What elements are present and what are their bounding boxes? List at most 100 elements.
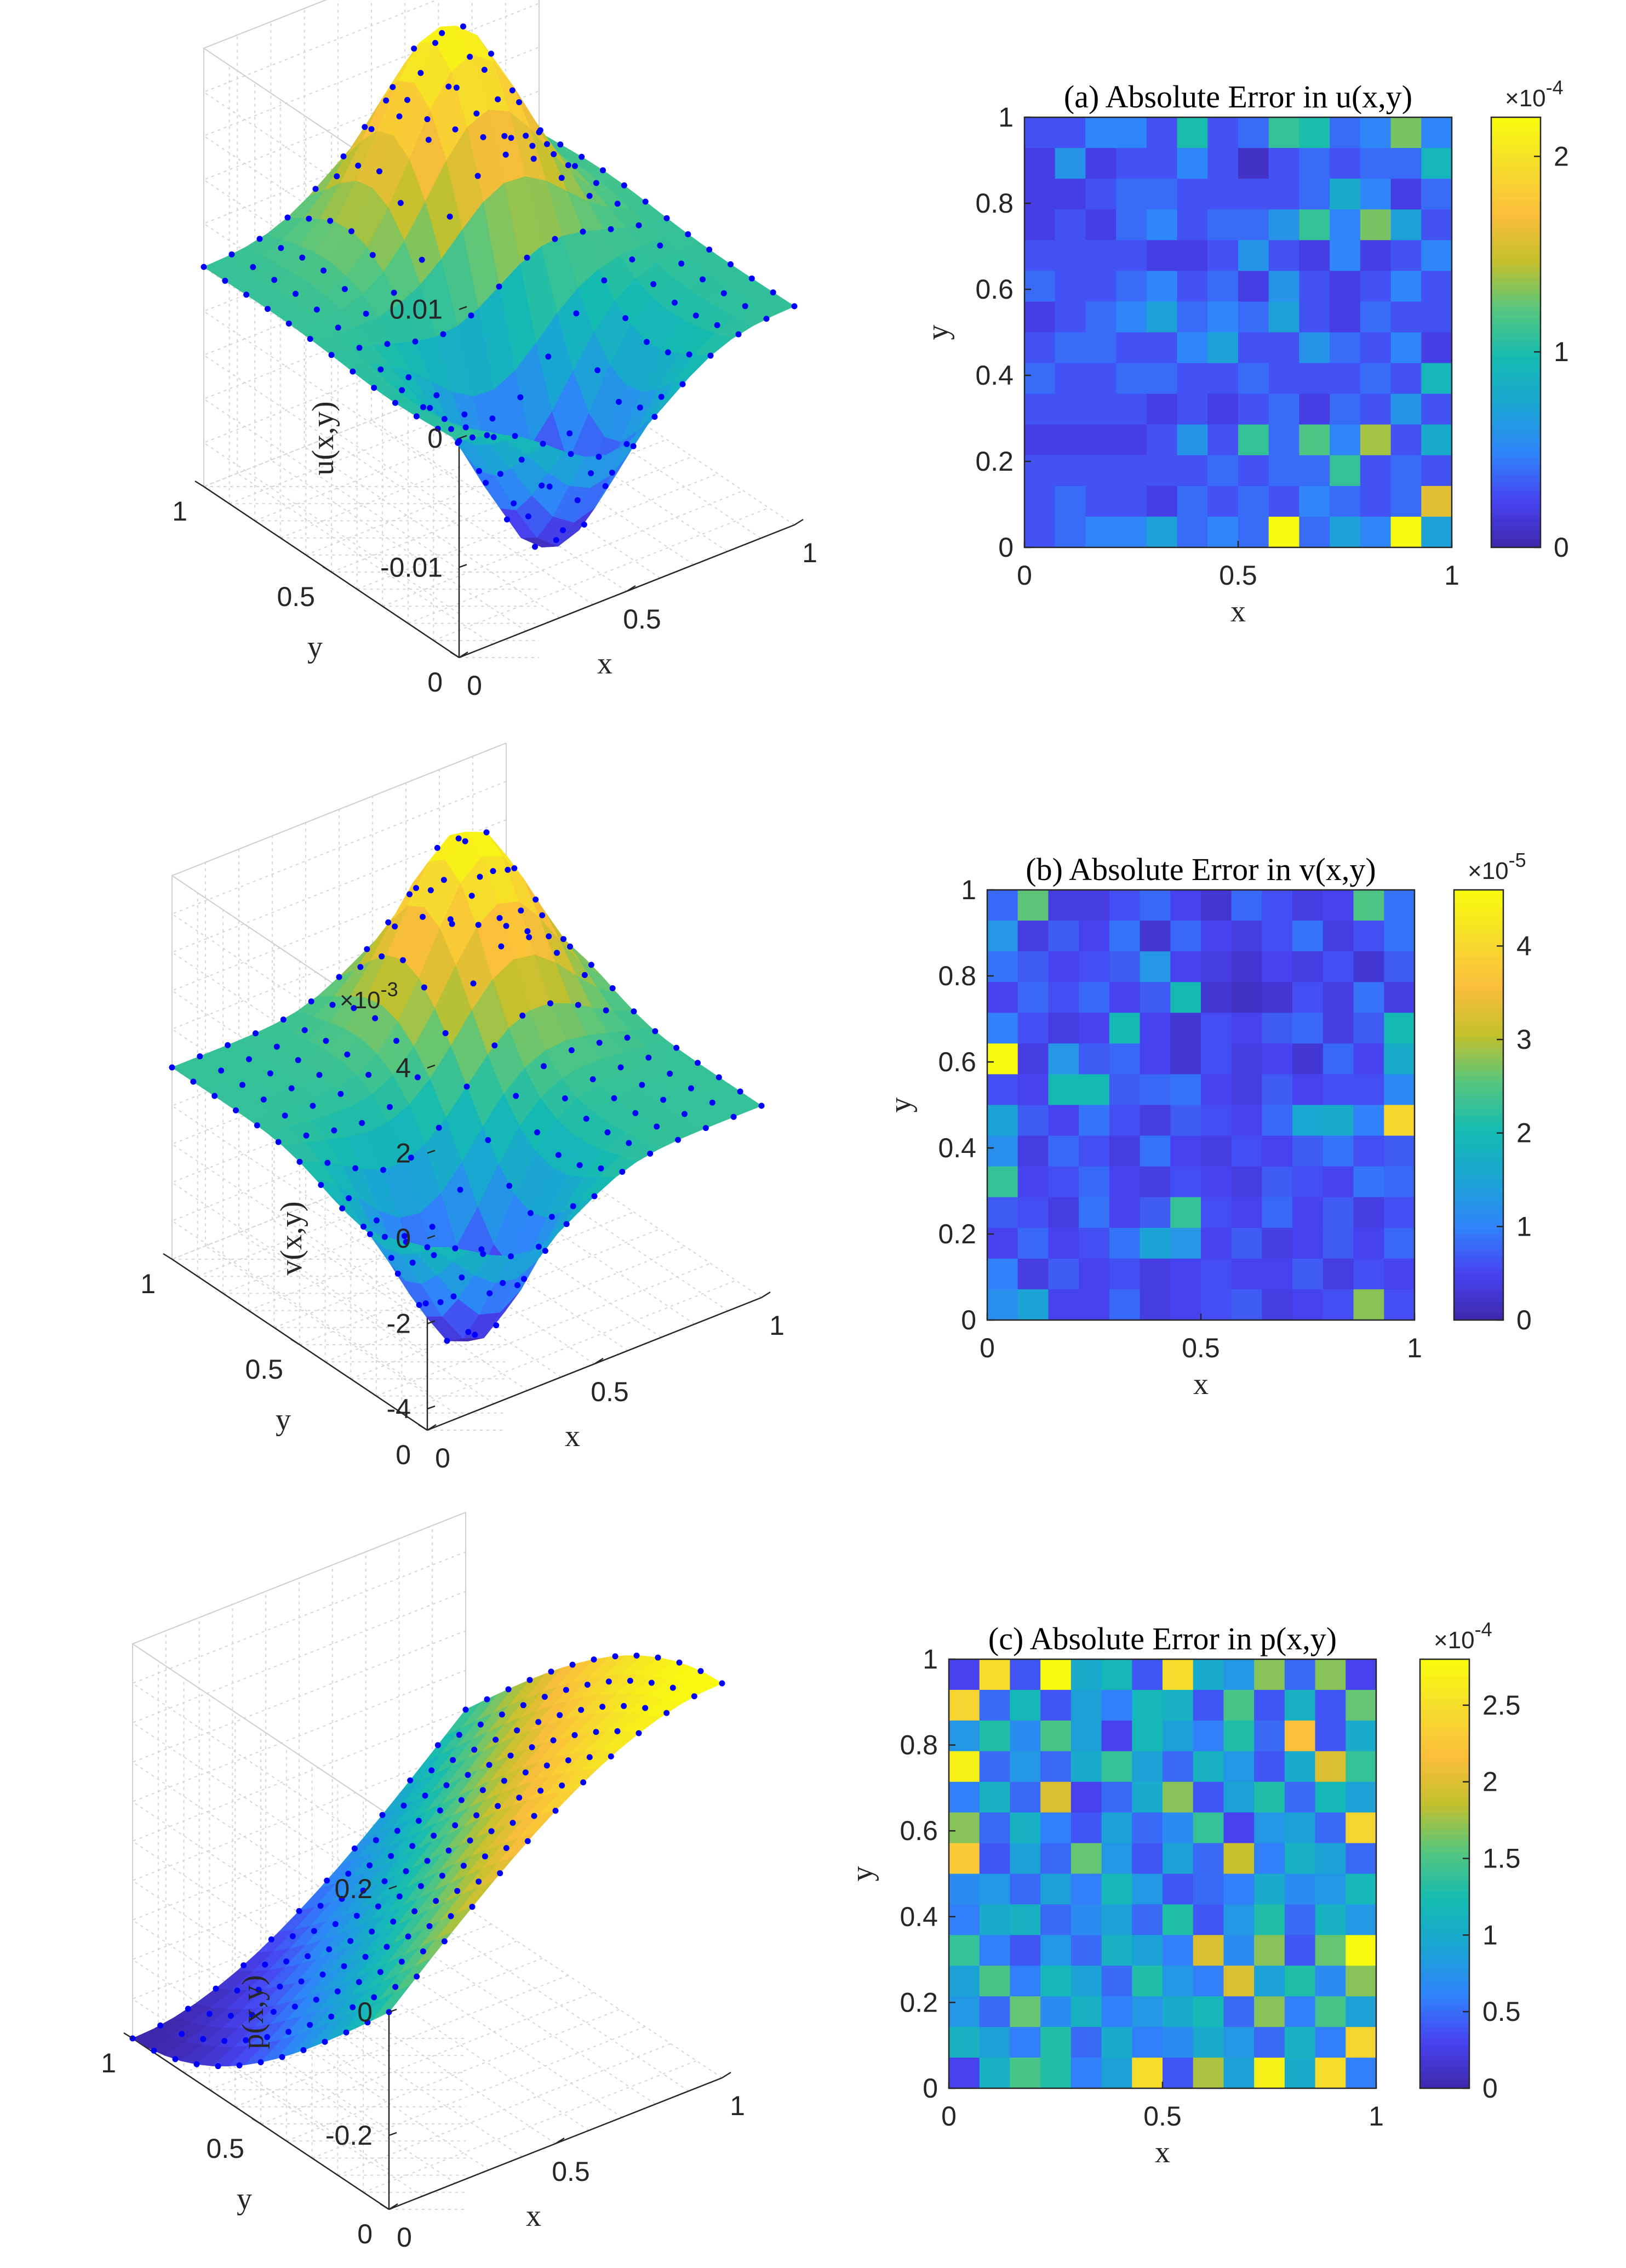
colorbar-segment (1491, 346, 1541, 351)
colorbar-segment (1491, 307, 1541, 312)
heatmap-cell (1116, 148, 1147, 179)
data-point (211, 1093, 218, 1099)
heatmap-cell (1048, 951, 1079, 982)
data-point (497, 471, 503, 477)
colorbar-segment (1420, 1798, 1469, 1803)
data-point (328, 2013, 335, 2020)
data-point (250, 264, 256, 270)
data-point (588, 470, 594, 477)
heatmap-cell (1299, 363, 1330, 395)
colorbar-segment (1420, 2059, 1469, 2064)
data-point (589, 1076, 596, 1083)
data-point (364, 2019, 371, 2026)
heatmap-cell (1360, 485, 1392, 517)
colorbar-segment (1454, 1140, 1503, 1145)
heatmap-cell (1315, 1966, 1346, 1997)
data-point (568, 451, 574, 458)
heatmap-cell (1330, 271, 1361, 302)
colorbar-segment (1491, 164, 1541, 168)
data-point (456, 1732, 462, 1738)
heatmap-cell (1201, 1013, 1232, 1044)
colorbar-segment (1454, 900, 1503, 905)
colorbar-segment (1454, 1051, 1503, 1055)
data-point (352, 1165, 359, 1172)
data-point (501, 133, 508, 139)
data-point (280, 1016, 287, 1023)
heatmap-cell (1268, 271, 1300, 302)
data-point (493, 1736, 499, 1743)
data-point (450, 1293, 457, 1300)
data-point (357, 964, 364, 970)
data-point (609, 985, 616, 992)
colorbar-segment (1420, 1727, 1469, 1732)
y-axis-label: y (276, 1403, 291, 1437)
grid-line (304, 446, 560, 619)
colorbar-segment (1491, 242, 1541, 247)
colorbar-segment (1420, 1780, 1469, 1785)
heatmap-cell (1070, 1659, 1102, 1690)
data-point (453, 84, 460, 91)
heatmap-cell (1421, 332, 1452, 364)
data-point (222, 277, 228, 284)
colorbar-tick-label: 3 (1516, 1024, 1532, 1055)
y-tick-label: 0.4 (938, 1133, 976, 1163)
heatmap-cell (1040, 1689, 1072, 1721)
colorbar-segment (1491, 199, 1541, 204)
data-point (371, 385, 377, 391)
heatmap-cell (1322, 1197, 1354, 1229)
data-point (580, 228, 586, 235)
data-point (298, 1978, 305, 1985)
colorbar-segment (1420, 1995, 1469, 2000)
colorbar-segment (1491, 336, 1541, 340)
colorbar-segment (1491, 368, 1541, 373)
heatmap-cell (1101, 1689, 1132, 1721)
heatmap-cell (949, 1720, 980, 1752)
data-point (193, 2061, 200, 2067)
colorbar-segment (1491, 515, 1541, 519)
heatmap-cell (979, 1659, 1011, 1690)
heatmap-cell (1315, 2058, 1346, 2089)
heatmap-cell (1040, 1904, 1072, 1935)
data-point (700, 276, 706, 283)
heatmap-cell (979, 1843, 1011, 1875)
heatmap-cell (1238, 455, 1269, 487)
colorbar-segment (1454, 1133, 1503, 1138)
colorbar-segment (1454, 911, 1503, 916)
heatmap-cell (1048, 1074, 1079, 1106)
heatmap-cell (1262, 1043, 1293, 1075)
heatmap-cell (1163, 1904, 1194, 1935)
grid-line (439, 1152, 695, 1325)
colorbar-segment (1454, 1216, 1503, 1220)
heatmap-cell (1010, 1812, 1041, 1844)
colorbar-segment (1420, 1892, 1469, 1896)
heatmap-cell (1390, 455, 1422, 487)
colorbar-exponent-base: ×10 (1468, 858, 1509, 884)
data-point (351, 1005, 357, 1012)
heatmap-cell (1146, 209, 1178, 241)
heatmap-cell (1109, 1258, 1141, 1290)
heatmap-cell (1231, 1013, 1263, 1044)
data-point (594, 367, 601, 374)
z-tick-label: -0.01 (380, 552, 443, 582)
heatmap-cell (1101, 2058, 1132, 2089)
data-point (375, 1903, 381, 1910)
heatmap-cell (1132, 1659, 1163, 1690)
heatmap-cell (1070, 2027, 1102, 2058)
heatmap-cell (1330, 117, 1361, 148)
heatmap-cell (1201, 1105, 1232, 1136)
data-point (455, 439, 461, 446)
data-point (477, 1721, 484, 1728)
heatmap-cell (1238, 148, 1269, 179)
data-point (551, 151, 557, 157)
heatmap-cell (987, 982, 1018, 1013)
colorbar-segment (1454, 1123, 1503, 1127)
heatmap-cell (1284, 1751, 1316, 1783)
data-point (363, 311, 369, 317)
data-point (463, 1083, 470, 1090)
data-point (619, 1169, 626, 1175)
heatmap-cell (1170, 1258, 1201, 1290)
data-point (518, 456, 525, 463)
data-point (621, 182, 627, 188)
data-point (420, 1948, 426, 1955)
heatmap-cell (1315, 1996, 1346, 2027)
